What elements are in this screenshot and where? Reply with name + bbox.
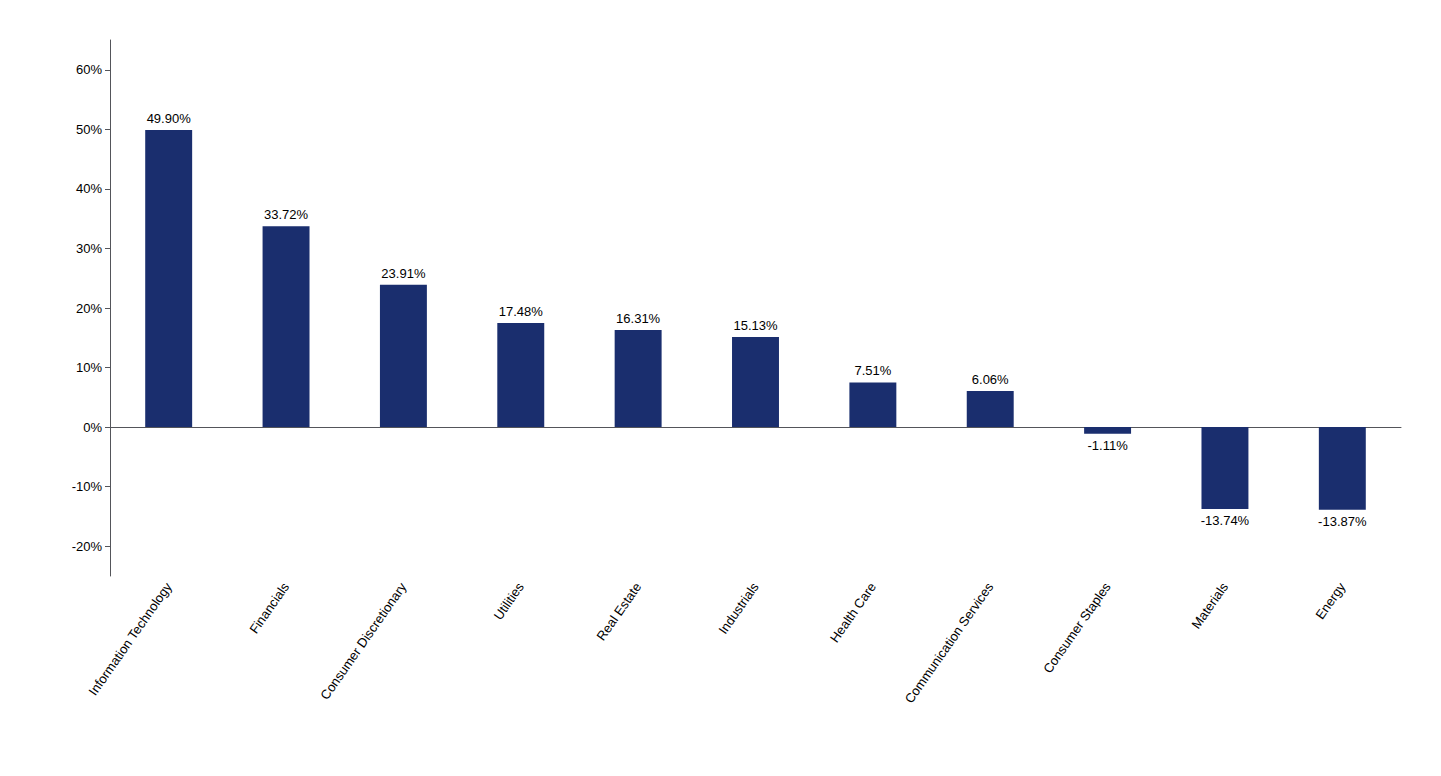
svg-text:Utilities: Utilities [491, 579, 528, 622]
svg-text:Real Estate: Real Estate [593, 580, 644, 644]
svg-text:40%: 40% [76, 181, 102, 196]
svg-text:Energy: Energy [1313, 579, 1349, 622]
svg-text:16.31%: 16.31% [616, 311, 661, 326]
svg-text:60%: 60% [76, 62, 102, 77]
svg-text:23.91%: 23.91% [381, 266, 426, 281]
svg-text:-1.11%: -1.11% [1087, 438, 1128, 453]
svg-text:Communication Services: Communication Services [902, 579, 997, 706]
svg-text:17.48%: 17.48% [499, 304, 544, 319]
svg-text:Industrials: Industrials [715, 579, 762, 637]
svg-text:Consumer Staples: Consumer Staples [1040, 579, 1114, 676]
svg-text:6.06%: 6.06% [972, 372, 1009, 387]
svg-text:20%: 20% [76, 301, 102, 316]
svg-text:30%: 30% [76, 241, 102, 256]
svg-text:50%: 50% [76, 122, 102, 137]
svg-text:-13.87%: -13.87% [1318, 514, 1367, 529]
svg-text:Information Technology: Information Technology [86, 579, 176, 698]
svg-text:Financials: Financials [246, 579, 292, 636]
svg-text:Materials: Materials [1189, 579, 1232, 631]
svg-text:33.72%: 33.72% [264, 207, 309, 222]
svg-text:-20%: -20% [72, 539, 103, 554]
svg-text:15.13%: 15.13% [733, 318, 778, 333]
svg-text:49.90%: 49.90% [147, 111, 192, 126]
svg-text:-10%: -10% [72, 479, 103, 494]
svg-text:Consumer Discretionary: Consumer Discretionary [317, 579, 410, 702]
svg-text:-13.74%: -13.74% [1201, 513, 1250, 528]
svg-text:Health Care: Health Care [827, 580, 879, 645]
svg-text:10%: 10% [76, 360, 102, 375]
svg-text:7.51%: 7.51% [854, 363, 891, 378]
svg-text:0%: 0% [83, 420, 102, 435]
